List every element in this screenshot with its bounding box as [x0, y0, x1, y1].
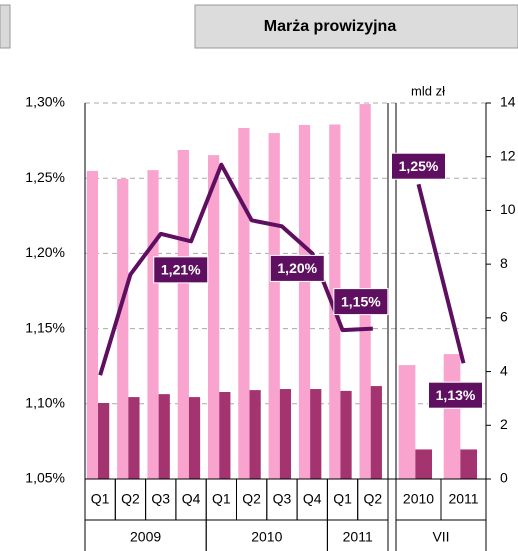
group-label: 2009	[130, 529, 161, 545]
chart-title: Marża prowizyjna	[264, 18, 397, 35]
y2-tick-label: 6	[500, 309, 508, 325]
x-tick-label: Q2	[121, 491, 140, 507]
x-tick-label: Q2	[364, 491, 383, 507]
y-tick-label: 1,20%	[25, 244, 65, 260]
bar	[268, 133, 280, 479]
y-tick-label: 1,25%	[25, 169, 65, 185]
y2-tick-label: 14	[500, 94, 516, 110]
x-tick-label: Q4	[182, 491, 201, 507]
value-label: 1,21%	[161, 262, 201, 278]
x-tick-label: Q1	[333, 491, 352, 507]
bar	[298, 125, 311, 479]
x-tick-label: Q3	[273, 491, 292, 507]
value-label: 1,20%	[277, 260, 317, 276]
bar	[238, 127, 250, 479]
x-tick-label: Q2	[242, 491, 261, 507]
bar	[147, 170, 159, 479]
bar	[443, 354, 461, 479]
bar	[128, 397, 140, 479]
y2-tick-label: 4	[500, 362, 508, 378]
value-label-box	[153, 256, 209, 284]
y-tick-label: 1,10%	[25, 395, 65, 411]
bar	[340, 390, 352, 479]
bar	[460, 449, 477, 479]
value-label-box	[428, 381, 483, 409]
x-tick-label: 2011	[448, 491, 478, 507]
value-label: 1,15%	[341, 293, 381, 309]
value-label: 1,25%	[399, 158, 439, 174]
bar	[415, 449, 432, 479]
bar	[177, 150, 189, 479]
line	[98, 162, 466, 376]
bar	[188, 397, 201, 479]
y2-tick-label: 8	[500, 255, 508, 271]
group-label: VII	[432, 529, 449, 545]
category-cell	[440, 478, 487, 521]
value-label-box	[333, 288, 389, 316]
bar	[208, 155, 220, 480]
bar	[117, 179, 129, 479]
bar	[370, 386, 382, 479]
bar	[98, 402, 110, 479]
y-tick-label: 1,15%	[25, 319, 65, 335]
x-tick-label: Q1	[212, 491, 231, 507]
value-label-box	[391, 152, 446, 180]
bar	[86, 170, 99, 479]
value-label: 1,13%	[436, 387, 476, 403]
header-bar	[194, 4, 518, 49]
x-tick-label: Q4	[303, 491, 322, 507]
y2-tick-label: 0	[500, 470, 508, 486]
y2-axis-label: mld zł	[411, 83, 445, 98]
y-tick-label: 1,05%	[25, 470, 65, 486]
x-tick-label: Q3	[151, 491, 170, 507]
group-label: 2011	[343, 529, 373, 545]
y2-tick-label: 2	[500, 416, 508, 432]
bar	[249, 390, 261, 479]
bar	[310, 389, 322, 479]
header-side	[0, 4, 11, 49]
y-tick-label: 1,30%	[25, 94, 65, 110]
x-tick-label: Q1	[91, 491, 110, 507]
y2-tick-label: 12	[500, 147, 516, 163]
bar	[219, 391, 231, 479]
group-label: 2010	[251, 529, 282, 545]
bar	[158, 394, 170, 479]
category-cell	[357, 478, 389, 521]
x-tick-label: 2010	[403, 491, 434, 507]
bar	[279, 389, 292, 479]
value-label-box	[269, 254, 325, 282]
y2-tick-label: 10	[500, 201, 516, 217]
bar	[398, 365, 416, 479]
